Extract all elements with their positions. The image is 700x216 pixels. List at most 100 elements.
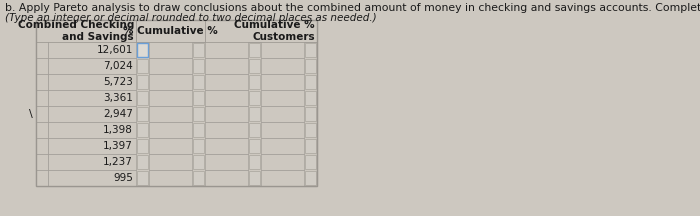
Bar: [36, 20, 317, 42]
Bar: [36, 20, 317, 186]
Bar: [193, 107, 204, 121]
Bar: [137, 171, 148, 185]
Text: 5,723: 5,723: [103, 77, 133, 87]
Bar: [48, 170, 136, 186]
Text: Combined Checking
and Savings: Combined Checking and Savings: [18, 20, 134, 42]
Bar: [137, 91, 148, 105]
Bar: [149, 58, 192, 74]
Bar: [48, 106, 136, 122]
Bar: [149, 122, 192, 138]
Bar: [137, 139, 148, 153]
Bar: [36, 42, 48, 58]
Text: 12,601: 12,601: [97, 45, 133, 55]
Bar: [305, 107, 316, 121]
Bar: [48, 58, 136, 74]
Bar: [249, 139, 260, 153]
Bar: [193, 91, 204, 105]
Bar: [137, 155, 148, 169]
Bar: [193, 123, 204, 137]
Bar: [205, 20, 317, 42]
Bar: [205, 42, 248, 58]
Bar: [36, 20, 136, 42]
Bar: [136, 20, 205, 42]
Bar: [149, 106, 192, 122]
Bar: [305, 123, 316, 137]
Bar: [305, 43, 316, 57]
Bar: [193, 75, 204, 89]
Bar: [261, 90, 304, 106]
Bar: [48, 74, 136, 90]
Bar: [249, 75, 260, 89]
Bar: [249, 155, 260, 169]
Text: 1,398: 1,398: [103, 125, 133, 135]
Text: \: \: [29, 109, 33, 119]
Bar: [137, 123, 148, 137]
Bar: [261, 138, 304, 154]
Text: 2,947: 2,947: [103, 109, 133, 119]
Bar: [48, 42, 136, 58]
Text: (Type an integer or decimal rounded to two decimal places as needed.): (Type an integer or decimal rounded to t…: [5, 13, 377, 23]
Bar: [36, 20, 317, 186]
Bar: [249, 123, 260, 137]
Bar: [36, 74, 48, 90]
Bar: [36, 106, 48, 122]
Bar: [305, 59, 316, 73]
Bar: [205, 106, 248, 122]
Bar: [193, 59, 204, 73]
Bar: [48, 90, 136, 106]
Bar: [193, 155, 204, 169]
Bar: [261, 74, 304, 90]
Bar: [261, 122, 304, 138]
Text: % Cumulative %: % Cumulative %: [123, 26, 218, 36]
Bar: [305, 171, 316, 185]
Bar: [305, 91, 316, 105]
Bar: [205, 74, 248, 90]
Bar: [36, 122, 48, 138]
Bar: [149, 138, 192, 154]
Bar: [137, 107, 148, 121]
Bar: [261, 154, 304, 170]
Bar: [261, 170, 304, 186]
Bar: [205, 58, 248, 74]
Bar: [137, 59, 148, 73]
Bar: [137, 43, 148, 57]
Bar: [193, 139, 204, 153]
Bar: [193, 43, 204, 57]
Bar: [149, 90, 192, 106]
Bar: [205, 154, 248, 170]
Text: 1,397: 1,397: [103, 141, 133, 151]
Bar: [48, 122, 136, 138]
Bar: [305, 155, 316, 169]
Text: 7,024: 7,024: [104, 61, 133, 71]
Bar: [149, 154, 192, 170]
Bar: [36, 170, 48, 186]
Bar: [261, 42, 304, 58]
Bar: [149, 74, 192, 90]
Bar: [36, 154, 48, 170]
Bar: [249, 171, 260, 185]
Bar: [205, 138, 248, 154]
Bar: [261, 58, 304, 74]
Bar: [48, 154, 136, 170]
Bar: [305, 75, 316, 89]
Bar: [305, 139, 316, 153]
Bar: [36, 138, 48, 154]
Text: 1,237: 1,237: [103, 157, 133, 167]
Bar: [205, 170, 248, 186]
Bar: [249, 59, 260, 73]
Bar: [261, 106, 304, 122]
Text: 995: 995: [113, 173, 133, 183]
Bar: [193, 171, 204, 185]
Bar: [249, 43, 260, 57]
Bar: [36, 90, 48, 106]
Text: Cumulative %
Customers: Cumulative % Customers: [234, 20, 315, 42]
Bar: [36, 58, 48, 74]
Bar: [249, 107, 260, 121]
Bar: [137, 75, 148, 89]
Bar: [149, 42, 192, 58]
Bar: [249, 91, 260, 105]
Text: 3,361: 3,361: [103, 93, 133, 103]
Bar: [205, 90, 248, 106]
Bar: [48, 138, 136, 154]
Bar: [149, 170, 192, 186]
